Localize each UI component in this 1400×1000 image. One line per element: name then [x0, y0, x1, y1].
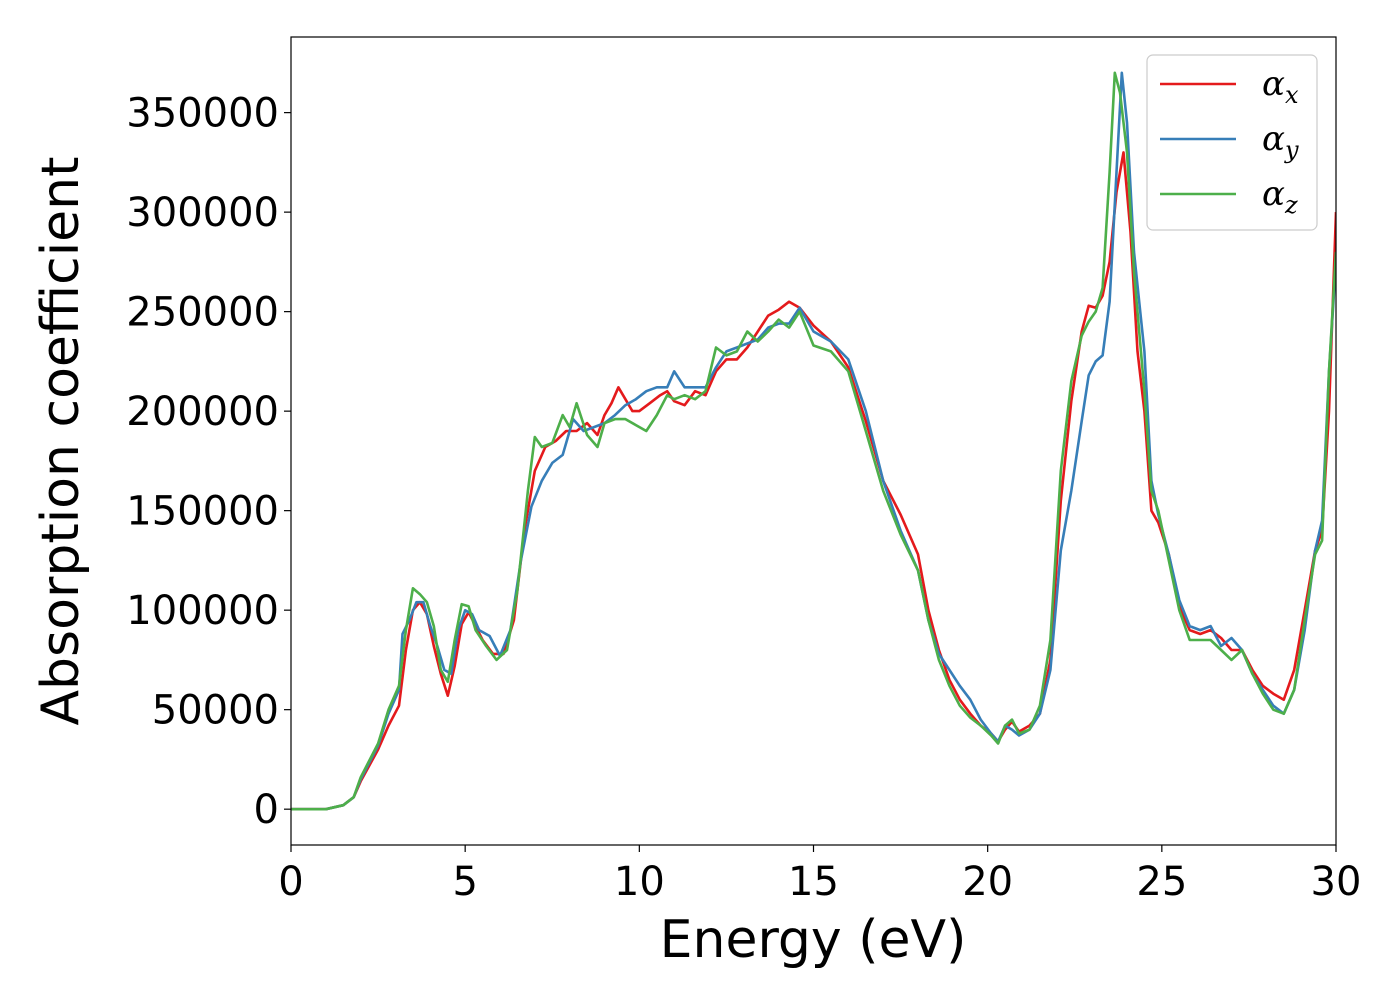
legend-box [1146, 54, 1318, 231]
x-axis: 0 5 10 15 20 25 30 [278, 845, 1361, 905]
series-line-x [291, 151, 1336, 811]
y-tick-label: 200000 [126, 389, 279, 435]
legend: αx αy αz [1146, 54, 1318, 231]
y-tick-label: 150000 [126, 489, 279, 535]
x-tick-label: 25 [1136, 859, 1187, 905]
x-axis-title: Energy (eV) [660, 910, 967, 970]
x-tick-label: 5 [452, 859, 477, 905]
y-tick-label: 350000 [126, 91, 279, 137]
y-axis: 0 50000 100000 150000 200000 250000 300000 3500… [126, 91, 291, 833]
series-line-z [291, 71, 1336, 811]
y-axis-title: Absorption coefficient [31, 156, 91, 725]
legend-label-z: αz [1262, 174, 1298, 219]
series-layer [291, 71, 1336, 811]
x-tick-label: 15 [788, 859, 839, 905]
y-tick-label: 300000 [126, 190, 279, 236]
x-tick-label: 30 [1311, 859, 1362, 905]
legend-label-x: αx [1262, 64, 1299, 109]
y-tick-label: 50000 [152, 688, 279, 734]
y-tick-label: 0 [254, 787, 279, 833]
x-tick-label: 20 [962, 859, 1013, 905]
legend-label-y: αy [1262, 119, 1299, 164]
x-tick-label: 10 [614, 859, 665, 905]
y-tick-label: 100000 [126, 588, 279, 634]
y-tick-label: 250000 [126, 290, 279, 336]
x-tick-label: 0 [278, 859, 303, 905]
